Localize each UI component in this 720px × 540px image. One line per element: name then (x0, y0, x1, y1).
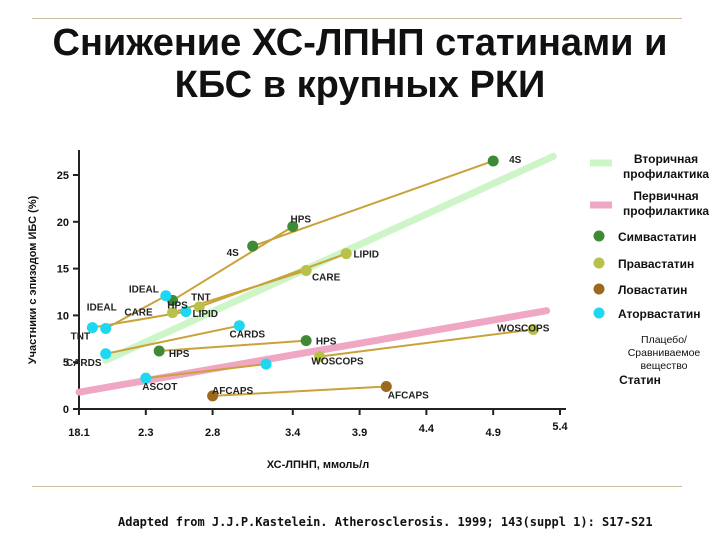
statin-point-afcaps (207, 390, 219, 402)
legend-simvastatin-label: Симвастатин (618, 230, 697, 244)
bottom-divider (32, 486, 682, 487)
legend-secondary-line1: Вторичная (634, 152, 698, 166)
x-tick-label: 4.4 (419, 423, 435, 435)
pair-line-woscops (319, 328, 534, 358)
placebo-point-tnt (180, 306, 192, 318)
statin-point-cards (100, 348, 112, 360)
pair-line-afcaps (212, 385, 387, 397)
source-footnote: Adapted from J.J.P.Kastelein. Atheroscle… (118, 515, 653, 529)
statin-label-afcaps: AFCAPS (212, 386, 253, 397)
y-tick-label: 10 (57, 310, 69, 322)
trial-points (86, 155, 539, 402)
x-axis-title: ХС-ЛПНП, ммоль/л (267, 459, 369, 471)
statin-label-cards: CARDS (66, 358, 102, 369)
placebo-point-care (300, 264, 312, 276)
x-tick-label: 2.8 (205, 427, 220, 439)
legend-statin-label: Статин (619, 373, 661, 387)
legend-lovastatin-swatch (593, 283, 605, 295)
placebo-point-hps (287, 220, 299, 232)
legend-atorvastatin-label: Аторвастатин (618, 307, 701, 321)
statin-point-care (167, 307, 179, 319)
pair-line-cards (105, 324, 240, 355)
placebo-label-woscops: WOSCOPS (497, 323, 550, 334)
top-divider (32, 18, 682, 19)
placebo-point-afcaps (380, 381, 392, 393)
x-tick-label: 5.4 (552, 421, 568, 433)
legend-simvastatin-swatch (593, 230, 605, 242)
title-line-2: КБС в крупных РКИ (174, 64, 546, 106)
placebo-label-afcaps: AFCAPS (388, 391, 429, 402)
pair-line-ascot (145, 363, 267, 380)
placebo-point-lipid (340, 248, 352, 260)
y-tick-label: 15 (57, 264, 69, 276)
placebo-label-care: CARE (312, 272, 341, 283)
placebo-label-lipid: LIPID (353, 250, 379, 261)
placebo-label-cards: CARDS (230, 330, 266, 341)
legend: ВторичнаяпрофилактикаПервичнаяпрофилакти… (590, 152, 709, 387)
y-tick-label: 5 (63, 357, 69, 369)
statin-label-ideal: IDEAL (87, 303, 117, 314)
pair-line-care (172, 269, 307, 314)
legend-placebo-line1: Плацебо/ (641, 334, 687, 346)
placebo-point-woscops (527, 323, 539, 335)
placebo-label-4s: 4S (509, 155, 522, 166)
x-tick-label: 18.1 (68, 427, 89, 439)
x-tick-label: 4.9 (486, 427, 501, 439)
pair-line-hps (159, 339, 307, 352)
legend-primary-line2: профилактика (623, 204, 709, 218)
x-tick-label: 3.9 (352, 427, 367, 439)
trend-lines (75, 152, 557, 396)
statin-label-woscops: WOSCOPS (311, 357, 364, 368)
placebo-point-cards (233, 320, 245, 332)
trial-pair-lines (92, 160, 534, 397)
pair-line-hps (172, 225, 294, 302)
secondary-prevention-trend (102, 152, 557, 364)
statin-label-hps: HPS (167, 300, 188, 311)
placebo-label-hps: HPS (316, 337, 337, 348)
y-tick-label: 20 (57, 217, 69, 229)
statin-label-care: CARE (124, 308, 153, 319)
y-tick-label: 0 (63, 404, 69, 416)
placebo-label-ideal: IDEAL (129, 285, 159, 296)
chart-axes: 0 5 10 15 20 25 18.1 2.3 2.8 3.4 3.9 4.4 4.9 5.4 ХС-ЛП… (27, 150, 569, 471)
placebo-label-tnt: TNT (191, 293, 210, 304)
slide-title: Снижение ХС-ЛПНП статинами и КБС в крупн… (0, 22, 720, 106)
primary-prevention-trend (75, 307, 551, 396)
x-tick-label: 2.3 (138, 427, 153, 439)
statin-label-ascot: ASCOT (142, 382, 177, 393)
statin-label-tnt: TNT (71, 332, 90, 343)
legend-placebo-line3: вещество (640, 360, 687, 372)
statin-label-4s: 4S (227, 248, 240, 259)
placebo-label-hps: HPS (290, 214, 311, 225)
legend-placebo-line2: Сравниваемое (628, 347, 701, 359)
statin-label-hps: HPS (169, 349, 190, 360)
trial-labels: 4S 4S HPS HPS LIPID LIPID CARE CARE IDEAL IDEAL TN… (66, 155, 550, 402)
statin-point-ascot (140, 372, 152, 384)
statin-point-woscops (314, 351, 325, 363)
placebo-point-ideal (160, 290, 172, 302)
legend-secondary-line2: профилактика (623, 167, 709, 181)
y-tick-label: 25 (57, 170, 69, 182)
title-line-1: Снижение ХС-ЛПНП статинами и (52, 22, 668, 64)
statin-point-lipid (193, 301, 205, 313)
statin-point-hps (153, 345, 165, 357)
legend-pravastatin-label: Правастатин (618, 257, 694, 271)
statin-label-lipid: LIPID (192, 309, 218, 320)
x-tick-label: 3.4 (285, 427, 301, 439)
statin-point-ideal (100, 323, 112, 335)
placebo-point-4s (487, 155, 499, 167)
y-axis-title: Участники с эпизодом ИБС (%) (27, 195, 39, 364)
placebo-point-ascot (260, 358, 272, 370)
placebo-point-hps (300, 335, 312, 347)
legend-primary-line1: Первичная (633, 189, 698, 203)
legend-lovastatin-label: Ловастатин (618, 283, 687, 297)
statin-point-4s (247, 240, 259, 252)
legend-atorvastatin-swatch (593, 307, 605, 319)
statin-point-tnt (86, 322, 98, 334)
legend-pravastatin-swatch (593, 257, 605, 269)
